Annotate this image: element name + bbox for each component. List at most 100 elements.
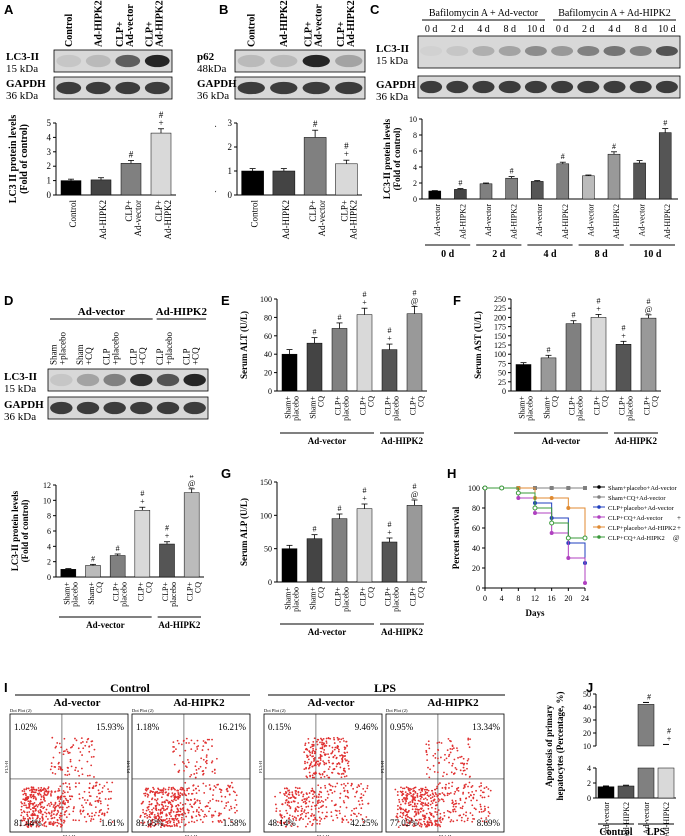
bar [582, 175, 595, 200]
dot [169, 820, 172, 823]
blot-band [50, 401, 73, 415]
dot [415, 814, 417, 816]
dot [434, 824, 437, 826]
dot [211, 816, 213, 818]
dot [296, 805, 299, 808]
dot [230, 807, 233, 810]
bar [306, 342, 323, 392]
dot [212, 789, 215, 791]
dot [64, 782, 67, 784]
dot [327, 753, 329, 756]
dot [413, 815, 416, 818]
time-label: 0 d [425, 24, 438, 35]
y-tick-label: 20 [583, 729, 591, 738]
dot [311, 787, 314, 790]
dot [142, 800, 145, 803]
y-tick-label: 20 [472, 564, 480, 573]
dot [404, 797, 407, 800]
dot [93, 748, 96, 751]
dot [308, 771, 311, 774]
dot [301, 799, 304, 802]
dot [479, 803, 482, 806]
dot [357, 800, 360, 803]
x-tick-label: Ad-vector [484, 204, 493, 237]
dot [346, 751, 349, 754]
lane-label: CLP+placebo [102, 331, 121, 365]
dot [146, 793, 149, 796]
blot-group-label: Bafilomycin A + Ad-vector [429, 8, 539, 19]
dot [443, 794, 446, 797]
dot [173, 819, 175, 822]
dot [487, 788, 490, 790]
dot [48, 803, 50, 805]
dot [98, 797, 101, 800]
dot [485, 786, 488, 788]
dot [408, 789, 411, 792]
dot [235, 794, 238, 797]
dot [394, 788, 397, 791]
dot [427, 766, 429, 769]
dot [52, 813, 55, 816]
bar [617, 785, 635, 799]
dot [301, 812, 304, 815]
dot [291, 793, 294, 796]
dot [308, 800, 311, 803]
dot [41, 801, 44, 804]
dot [159, 808, 162, 811]
dot [166, 825, 169, 827]
dot [332, 768, 335, 771]
dot [310, 790, 313, 793]
x-tick-label: CLP+CQ [409, 396, 426, 416]
significance-mark: @ [188, 479, 195, 488]
significance-mark: # [363, 486, 367, 495]
dot [47, 787, 49, 790]
dot [165, 824, 168, 826]
dot [177, 742, 180, 745]
significance-mark: # [388, 520, 392, 529]
dot [199, 818, 202, 821]
dot [190, 792, 193, 795]
dot [337, 738, 340, 741]
dot [194, 750, 197, 752]
dot [423, 788, 426, 791]
dot [300, 809, 303, 812]
dot [83, 790, 86, 793]
dot [204, 805, 207, 808]
dot [281, 803, 284, 806]
dot [457, 756, 459, 759]
dot [429, 768, 431, 771]
dot [147, 808, 150, 811]
dot [465, 797, 468, 800]
dot [35, 820, 37, 823]
dot [106, 781, 108, 784]
dot [319, 762, 322, 765]
dot [324, 744, 327, 747]
dot [183, 739, 185, 742]
panel-label: J [586, 680, 594, 695]
dot [40, 801, 43, 804]
x-tick-label: CLP+CQ [359, 396, 376, 416]
y-tick-label: 10 [409, 115, 417, 124]
dot [72, 819, 75, 821]
dot [304, 760, 306, 763]
panel-label: A [4, 2, 14, 17]
legend-mark: + [677, 524, 681, 532]
dot [146, 806, 149, 809]
dot [161, 791, 163, 794]
blot-band [76, 373, 100, 387]
lane-label: CLP+Ad-HIPK2 [144, 0, 165, 47]
dot [201, 821, 204, 824]
dot [34, 809, 37, 811]
dot [322, 737, 325, 740]
dot [32, 797, 35, 800]
time-label: 2 d [582, 24, 595, 35]
dot [59, 812, 62, 815]
row2-size: 36 kDa [376, 91, 408, 103]
dot [54, 766, 57, 768]
dot [455, 768, 458, 771]
dot [154, 817, 157, 820]
dot [162, 787, 165, 790]
legend-label: CLP+placebo+Ad-HIPK2 [608, 525, 676, 532]
dot [439, 819, 441, 822]
